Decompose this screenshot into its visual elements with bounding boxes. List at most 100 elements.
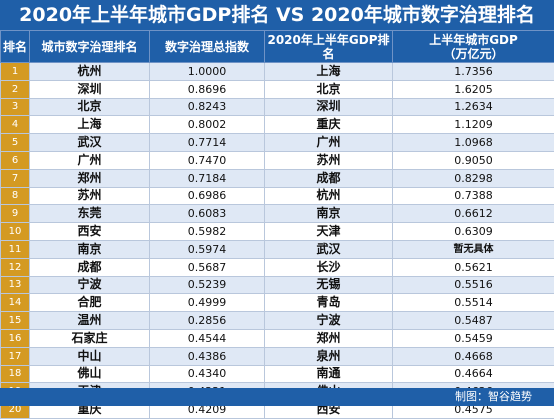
index-cell: 0.7184 [150,169,265,187]
rank-cell: 11 [1,240,30,258]
rank-cell: 16 [1,329,30,347]
digital-city-cell: 北京 [30,98,150,116]
digital-city-cell: 温州 [30,312,150,330]
gdp-value-cell: 暂无具体 [393,240,554,258]
gdp-city-cell: 北京 [265,80,393,98]
header-gdp-line1: 上半年城市GDP [393,33,554,47]
gdp-value-cell: 0.7388 [393,187,554,205]
header-index: 数字治理总指数 [150,31,265,63]
index-cell: 0.4544 [150,329,265,347]
digital-city-cell: 广州 [30,151,150,169]
rank-cell: 14 [1,294,30,312]
gdp-city-cell: 苏州 [265,151,393,169]
gdp-city-cell: 长沙 [265,258,393,276]
gdp-city-cell: 无锡 [265,276,393,294]
gdp-city-cell: 宁波 [265,312,393,330]
ranking-table: 排名 城市数字治理排名 数字治理总指数 2020年上半年GDP排名 上半年城市G… [0,30,554,419]
digital-city-cell: 石家庄 [30,329,150,347]
index-cell: 0.7714 [150,134,265,152]
index-cell: 0.4386 [150,347,265,365]
gdp-value-cell: 1.0968 [393,134,554,152]
gdp-value-cell: 1.6205 [393,80,554,98]
gdp-city-cell: 南通 [265,365,393,383]
gdp-city-cell: 深圳 [265,98,393,116]
ranking-infographic: 2020年上半年城市GDP排名 VS 2020年城市数字治理排名 排名 城市数字… [0,0,554,406]
table-header-row: 排名 城市数字治理排名 数字治理总指数 2020年上半年GDP排名 上半年城市G… [1,31,554,63]
gdp-value-cell: 1.7356 [393,63,554,81]
index-cell: 0.5974 [150,240,265,258]
index-cell: 0.5687 [150,258,265,276]
gdp-city-cell: 重庆 [265,116,393,134]
index-cell: 0.7470 [150,151,265,169]
gdp-city-cell: 天津 [265,223,393,241]
rank-cell: 15 [1,312,30,330]
gdp-city-cell: 南京 [265,205,393,223]
gdp-value-cell: 0.6309 [393,223,554,241]
rank-cell: 5 [1,134,30,152]
digital-city-cell: 东莞 [30,205,150,223]
digital-city-cell: 佛山 [30,365,150,383]
rank-cell: 12 [1,258,30,276]
rank-cell: 10 [1,223,30,241]
gdp-value-cell: 0.4668 [393,347,554,365]
header-city-gdp: 2020年上半年GDP排名 [265,31,393,63]
index-cell: 0.8243 [150,98,265,116]
gdp-value-cell: 1.1209 [393,116,554,134]
header-rank: 排名 [1,31,30,63]
gdp-value-cell: 0.5621 [393,258,554,276]
gdp-city-cell: 武汉 [265,240,393,258]
gdp-city-cell: 郑州 [265,329,393,347]
digital-city-cell: 上海 [30,116,150,134]
rank-cell: 9 [1,205,30,223]
rank-cell: 2 [1,80,30,98]
rank-cell: 7 [1,169,30,187]
index-cell: 0.4999 [150,294,265,312]
index-cell: 0.6083 [150,205,265,223]
index-cell: 0.5239 [150,276,265,294]
digital-city-cell: 西安 [30,223,150,241]
index-cell: 0.5982 [150,223,265,241]
digital-city-cell: 苏州 [30,187,150,205]
digital-city-cell: 宁波 [30,276,150,294]
digital-city-cell: 深圳 [30,80,150,98]
gdp-value-cell: 0.8298 [393,169,554,187]
index-cell: 0.8696 [150,80,265,98]
gdp-city-cell: 广州 [265,134,393,152]
gdp-value-cell: 0.4664 [393,365,554,383]
gdp-value-cell: 0.9050 [393,151,554,169]
source-credit: 制图：智谷趋势 [0,388,554,406]
gdp-city-cell: 成都 [265,169,393,187]
digital-city-cell: 杭州 [30,63,150,81]
gdp-value-cell: 0.5514 [393,294,554,312]
digital-city-cell: 合肥 [30,294,150,312]
page-title: 2020年上半年城市GDP排名 VS 2020年城市数字治理排名 [0,0,554,30]
gdp-city-cell: 上海 [265,63,393,81]
rank-cell: 6 [1,151,30,169]
rank-cell: 3 [1,98,30,116]
index-cell: 0.6986 [150,187,265,205]
digital-city-cell: 南京 [30,240,150,258]
gdp-city-cell: 泉州 [265,347,393,365]
gdp-value-cell: 0.5459 [393,329,554,347]
rank-cell: 4 [1,116,30,134]
header-city-digital: 城市数字治理排名 [30,31,150,63]
index-cell: 1.0000 [150,63,265,81]
gdp-value-cell: 0.5516 [393,276,554,294]
digital-city-cell: 郑州 [30,169,150,187]
index-cell: 0.2856 [150,312,265,330]
